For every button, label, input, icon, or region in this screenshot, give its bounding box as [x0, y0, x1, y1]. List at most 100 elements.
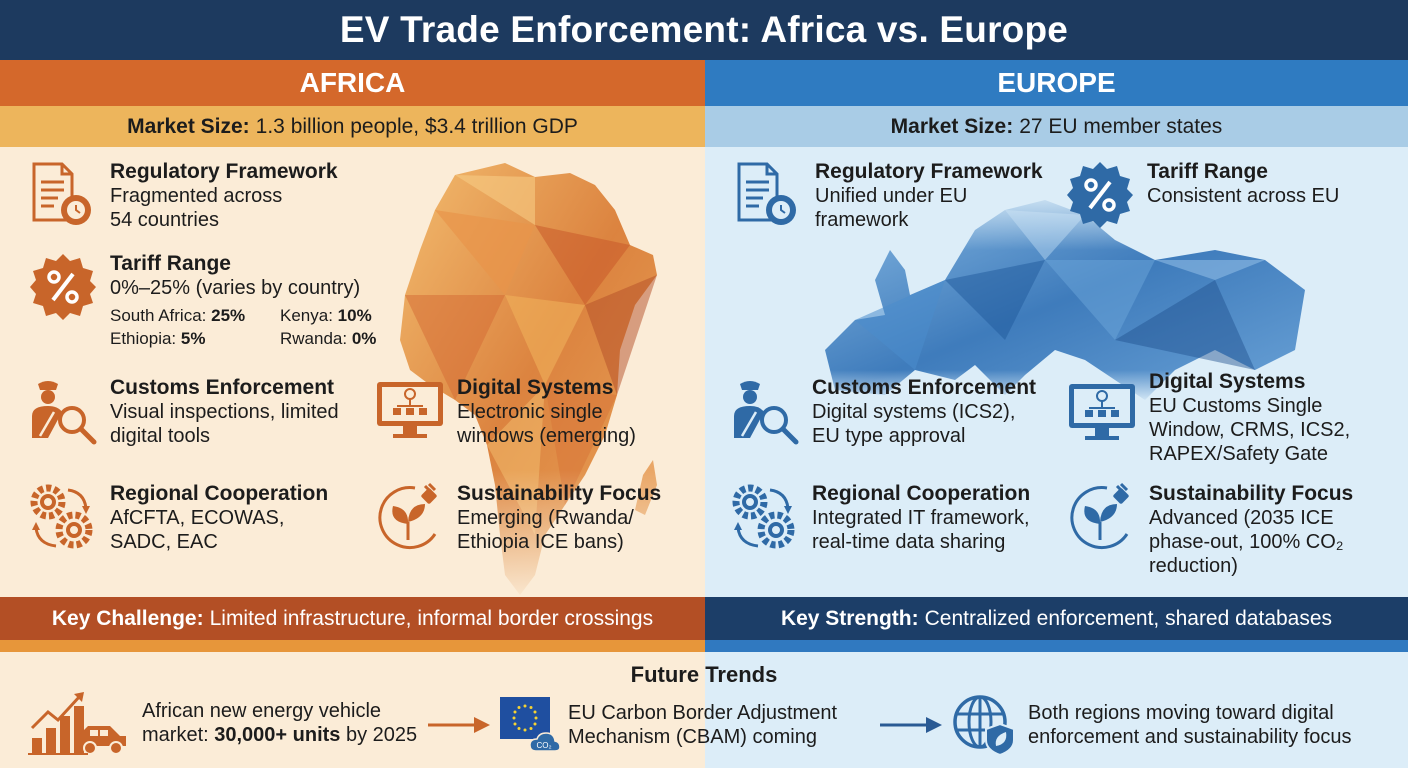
percent-badge-icon	[1067, 162, 1133, 228]
africa-market-size: Market Size: 1.3 billion people, $3.4 tr…	[0, 106, 705, 147]
europe-digital-systems: Digital Systems EU Customs Single Window…	[1067, 370, 1350, 466]
item-desc-line: EU Customs Single	[1149, 395, 1323, 417]
item-desc-line: SADC, EAC	[110, 531, 218, 553]
item-title: Regulatory Framework	[110, 160, 338, 183]
europe-regulatory-framework: Regulatory Framework Unified under EU fr…	[733, 160, 1043, 232]
leaf-plug-icon	[1070, 482, 1129, 550]
europe-tariff-range: Tariff Range Consistent across EU	[1065, 160, 1339, 230]
item-desc-line: reduction)	[1149, 555, 1238, 577]
trend-text: EU Carbon Border Adjustment Mechanism (C…	[568, 702, 838, 748]
trend-text: African new energy vehicle market: 30,00…	[142, 700, 418, 746]
item-desc-line: 0%–25% (varies by country)	[110, 277, 361, 299]
europe-sustainability-focus: Sustainability Focus Advanced (2035 ICE …	[1067, 482, 1353, 578]
item-title: Sustainability Focus	[457, 482, 662, 505]
item-title: Regulatory Framework	[815, 160, 1043, 183]
item-title: Digital Systems	[457, 376, 614, 399]
africa-regional-cooperation: Regional Cooperation AfCFTA, ECOWAS, SAD…	[28, 482, 328, 554]
item-desc-line: real-time data sharing	[812, 531, 1006, 553]
monitor-network-icon	[377, 382, 443, 438]
arrow-right-icon	[428, 717, 490, 733]
africa-tariff-range: Tariff Range 0%–25% (varies by country) …	[28, 252, 390, 350]
future-trends-title: Future Trends	[630, 662, 778, 687]
europe-regional-cooperation: Regional Cooperation Integrated IT frame…	[730, 482, 1030, 554]
tariff-country: Rwanda: 0%	[280, 329, 377, 348]
officer-magnifier-icon	[734, 381, 799, 445]
page-title: EV Trade Enforcement: Africa vs. Europe	[339, 9, 1069, 50]
item-title: Digital Systems	[1149, 370, 1306, 393]
europe-customs-enforcement: Customs Enforcement Digital systems (ICS…	[730, 376, 1036, 448]
africa-key-challenge: Key Challenge: Limited infrastructure, i…	[0, 597, 705, 640]
item-desc-line: Integrated IT framework,	[812, 507, 1030, 529]
africa-customs-enforcement: Customs Enforcement Visual inspections, …	[28, 376, 339, 448]
item-title: Customs Enforcement	[812, 376, 1037, 399]
africa-accent-strip	[0, 640, 705, 652]
item-desc-line: Digital systems (ICS2),	[812, 401, 1016, 423]
tariff-country: Kenya: 10%	[280, 306, 372, 325]
item-desc-line: phase-out, 100% CO₂	[1149, 531, 1344, 553]
africa-digital-systems: Digital Systems Electronic single window…	[375, 376, 636, 448]
item-desc-line: Visual inspections, limited	[110, 401, 339, 423]
market-value: 27 EU member states	[1019, 114, 1223, 138]
item-desc-line: 54 countries	[110, 209, 219, 231]
item-desc-line: Window, CRMS, ICS2,	[1149, 419, 1351, 441]
trend-both-regions: Both regions moving toward digital enfor…	[952, 694, 1352, 756]
gears-cycle-icon	[30, 484, 93, 549]
arrow-right-icon	[880, 717, 942, 733]
document-gear-icon	[737, 162, 796, 225]
monitor-network-icon	[1069, 384, 1135, 440]
item-desc-line: AfCFTA, ECOWAS,	[110, 507, 285, 529]
africa-panel: AFRICA Market Size: 1.3 billion people, …	[0, 60, 705, 768]
eu-flag-co2-icon: CO₂	[500, 697, 560, 752]
leaf-plug-icon	[378, 482, 437, 550]
item-title: Customs Enforcement	[110, 376, 335, 399]
europe-key-strength: Key Strength: Centralized enforcement, s…	[705, 597, 1408, 640]
trend-eu-cbam: CO₂ EU Carbon Border Adjustment Mechanis…	[500, 697, 837, 753]
africa-map-icon	[395, 155, 675, 605]
item-desc-line: EU type approval	[812, 425, 966, 447]
item-title: Regional Cooperation	[110, 482, 329, 505]
europe-accent-strip	[705, 640, 1408, 652]
market-label: Market Size:	[890, 114, 1014, 138]
key-value: Limited infrastructure, informal border …	[209, 606, 654, 630]
document-gear-icon	[32, 162, 91, 225]
item-desc-line: Fragmented across	[110, 185, 283, 207]
item-desc-line: Unified under EU	[815, 185, 968, 207]
key-label: Key Challenge:	[51, 606, 204, 630]
europe-market-size: Market Size: 27 EU member states	[705, 106, 1408, 147]
item-desc-line: Ethiopia ICE bans)	[457, 531, 624, 553]
globe-shield-icon	[953, 695, 1015, 756]
item-desc-line: digital tools	[110, 425, 211, 447]
item-title: Sustainability Focus	[1149, 482, 1354, 505]
item-desc-line: Consistent across EU	[1147, 185, 1340, 207]
gears-cycle-icon	[732, 484, 795, 549]
market-value: 1.3 billion people, $3.4 trillion GDP	[255, 114, 578, 138]
africa-sustainability-focus: Sustainability Focus Emerging (Rwanda/ E…	[375, 482, 661, 554]
item-desc-line: framework	[815, 209, 909, 231]
tariff-country: Ethiopia: 5%	[110, 329, 206, 348]
item-desc-line: Advanced (2035 ICE	[1149, 507, 1334, 529]
europe-header: EUROPE	[705, 60, 1408, 106]
item-title: Tariff Range	[1147, 160, 1268, 183]
item-desc-line: windows (emerging)	[457, 425, 636, 447]
trend-africa-nev: African new energy vehicle market: 30,00…	[28, 690, 417, 756]
item-desc-line: Emerging (Rwanda/	[457, 507, 634, 529]
key-label: Key Strength:	[780, 606, 919, 630]
europe-map-icon	[815, 200, 1315, 400]
item-title: Tariff Range	[110, 252, 231, 275]
trend-text: Both regions moving toward digital enfor…	[1028, 702, 1352, 748]
title-bar: EV Trade Enforcement: Africa vs. Europe	[0, 0, 1408, 60]
item-desc-line: RAPEX/Safety Gate	[1149, 443, 1328, 465]
chart-car-icon	[28, 692, 126, 755]
svg-text:CO₂: CO₂	[536, 741, 551, 750]
item-title: Regional Cooperation	[812, 482, 1031, 505]
key-value: Centralized enforcement, shared database…	[924, 606, 1333, 630]
officer-magnifier-icon	[32, 381, 97, 445]
tariff-country-grid: South Africa: 25% Kenya: 10% Ethiopia: 5…	[110, 304, 390, 350]
item-desc-line: Electronic single	[457, 401, 603, 423]
tariff-country: South Africa: 25%	[110, 306, 246, 325]
africa-header: AFRICA	[0, 60, 705, 106]
europe-panel: EUROPE Market Size: 27 EU member states	[705, 60, 1408, 768]
percent-badge-icon	[30, 254, 96, 320]
africa-regulatory-framework: Regulatory Framework Fragmented across 5…	[28, 160, 338, 232]
market-label: Market Size:	[127, 114, 250, 138]
